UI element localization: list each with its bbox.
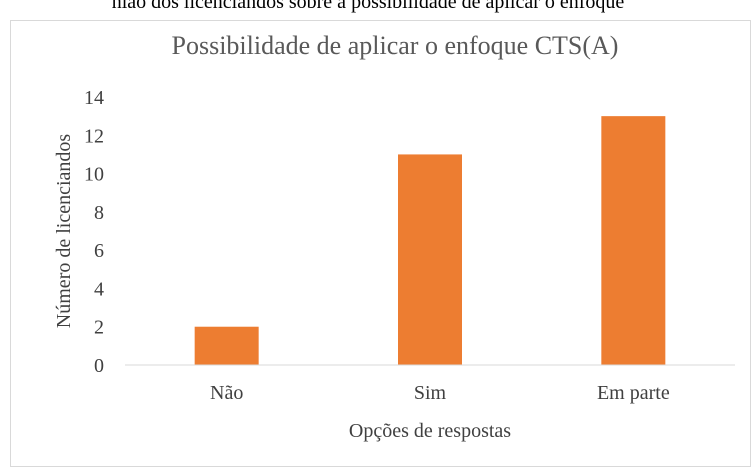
y-tick-label: 14 (84, 87, 104, 109)
y-tick-label: 4 (94, 278, 104, 300)
bar (194, 326, 259, 365)
x-axis-label: Opções de respostas (349, 420, 511, 442)
chart-title: Possibilidade de aplicar o enfoque CTS(A… (172, 31, 619, 60)
caption: nião dos licenciandos sobre a possibilid… (112, 0, 625, 13)
y-axis-label: Número de licenciandos (53, 134, 75, 329)
bar (601, 116, 666, 366)
x-tick-label: Sim (414, 382, 447, 404)
y-tick-label: 12 (84, 125, 104, 147)
y-tick-label: 0 (94, 355, 104, 377)
y-tick-label: 6 (94, 240, 104, 262)
y-tick-label: 10 (84, 164, 104, 186)
x-tick-label: Em parte (597, 382, 670, 404)
y-tick-label: 2 (94, 317, 104, 339)
y-tick-label: 8 (94, 202, 104, 224)
x-tick-label: Não (210, 382, 243, 404)
bar (398, 154, 462, 365)
